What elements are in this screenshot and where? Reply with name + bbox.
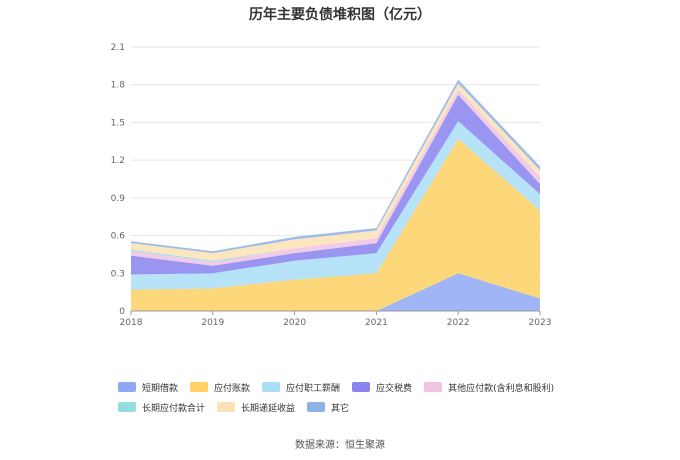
y-tick-label: 2.1 bbox=[111, 43, 125, 53]
x-tick-label: 2022 bbox=[447, 318, 470, 328]
legend-item[interactable]: 应付账款 bbox=[190, 381, 250, 394]
legend-row: 短期借款 应付账款 应付职工薪酬 应交税费 其他应付款(含利息和股利) bbox=[118, 377, 588, 397]
x-tick-label: 2019 bbox=[201, 318, 224, 328]
chart-title: 历年主要负债堆积图（亿元） bbox=[249, 7, 431, 23]
legend-label: 应付职工薪酬 bbox=[286, 383, 341, 394]
legend-label: 其他应付款(含利息和股利) bbox=[448, 383, 555, 394]
legend-swatch bbox=[190, 382, 209, 392]
y-tick-label: 0.9 bbox=[111, 194, 126, 204]
legend-item[interactable]: 其它 bbox=[307, 401, 349, 414]
legend-swatch bbox=[217, 402, 236, 412]
y-tick-label: 1.8 bbox=[111, 81, 126, 91]
x-tick-label: 2020 bbox=[283, 318, 306, 328]
legend-label: 其它 bbox=[331, 403, 350, 414]
legend-item[interactable]: 应交税费 bbox=[352, 381, 412, 394]
y-tick-label: 1.5 bbox=[111, 118, 125, 128]
legend-label: 应交税费 bbox=[376, 383, 413, 394]
x-tick-label: 2018 bbox=[120, 318, 143, 328]
x-tick-label: 2023 bbox=[529, 318, 552, 328]
legend-label: 长期递延收益 bbox=[241, 403, 296, 414]
source-note: 数据来源：恒生聚源 bbox=[295, 440, 385, 451]
legend-swatch bbox=[424, 382, 443, 392]
area-series-3 bbox=[131, 94, 540, 275]
legend-swatch bbox=[307, 402, 326, 412]
y-tick-label: 0 bbox=[119, 307, 125, 317]
y-tick-label: 0.3 bbox=[111, 269, 125, 279]
x-tick-label: 2021 bbox=[365, 318, 388, 328]
legend-row: 长期应付款合计 长期递延收益 其它 bbox=[118, 397, 588, 417]
legend-item[interactable]: 其他应付款(含利息和股利) bbox=[424, 381, 554, 394]
area-series-2 bbox=[131, 121, 540, 290]
legend-swatch bbox=[262, 382, 281, 392]
y-tick-label: 0.6 bbox=[111, 232, 126, 242]
legend-label: 短期借款 bbox=[142, 383, 179, 394]
y-tick-label: 1.2 bbox=[111, 156, 125, 166]
legend-swatch bbox=[118, 402, 136, 412]
legend-item[interactable]: 短期借款 bbox=[118, 381, 178, 394]
area-series-0 bbox=[131, 273, 540, 311]
area-series-1 bbox=[131, 138, 540, 311]
legend-swatch bbox=[118, 382, 136, 392]
legend-label: 长期应付款合计 bbox=[142, 403, 206, 414]
legend-swatch bbox=[352, 382, 371, 392]
legend-label: 应付账款 bbox=[214, 383, 251, 394]
legend-item[interactable]: 长期递延收益 bbox=[217, 401, 295, 414]
legend: 短期借款 应付账款 应付职工薪酬 应交税费 其他应付款(含利息和股利) 长期应付款合计长… bbox=[118, 377, 588, 417]
legend-item[interactable]: 应付职工薪酬 bbox=[262, 381, 340, 394]
legend-item[interactable]: 长期应付款合计 bbox=[118, 401, 205, 414]
